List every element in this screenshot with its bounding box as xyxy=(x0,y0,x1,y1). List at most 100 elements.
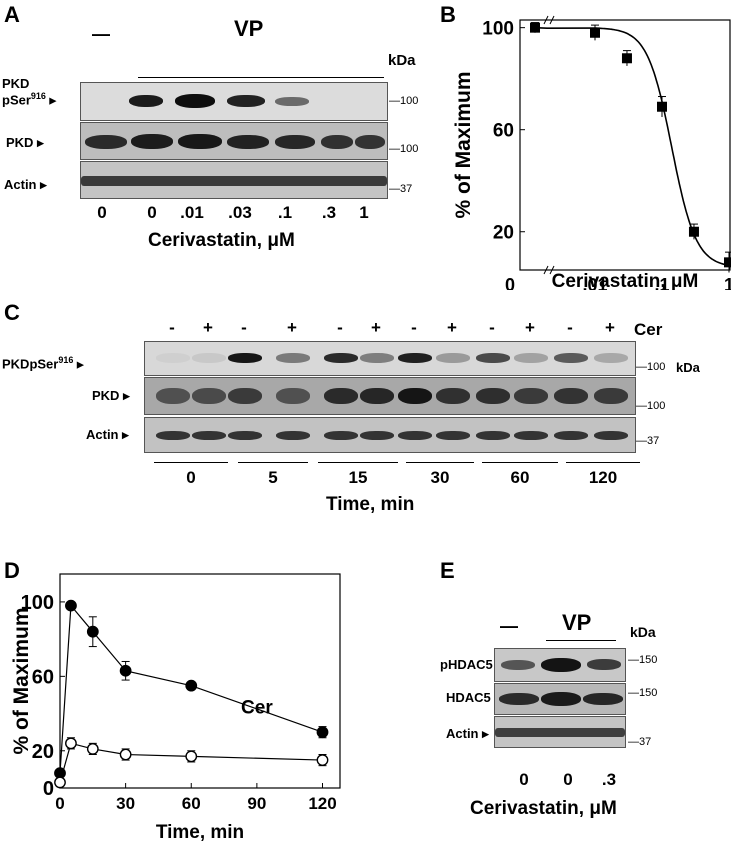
chart-b-point xyxy=(590,27,600,38)
e-lane-label: .3 xyxy=(601,770,617,789)
e-vp-line xyxy=(546,640,616,641)
e-blot-phdac5 xyxy=(494,648,626,682)
chart-b-fit-curve xyxy=(534,26,730,267)
chart-b-point xyxy=(688,226,699,237)
c-time-label: 30 xyxy=(430,468,450,487)
c-marker-1: —100 xyxy=(636,361,666,373)
a-marker-3: —37 xyxy=(389,183,413,195)
e-vp-label: VP xyxy=(562,610,592,635)
c-time-group-line xyxy=(154,462,228,463)
a-marker-1: —100 xyxy=(389,95,419,107)
c-kda: kDa xyxy=(676,360,700,375)
c-sign: - xyxy=(169,318,175,337)
a-lane-label: 1 xyxy=(359,203,369,222)
chart-b-ytick-label: 20 xyxy=(493,223,514,244)
c-time-label: 120 xyxy=(588,468,618,487)
c-blot-pkd-phospho xyxy=(144,341,636,376)
chart-b-axis-break xyxy=(549,15,555,25)
c-time-label: 0 xyxy=(186,468,196,487)
c-xlabel: Time, min xyxy=(326,494,415,515)
a-xlabel: Cerivastatin, μM xyxy=(148,230,295,251)
a-lane-label: 0 xyxy=(97,203,107,222)
chart-b-point xyxy=(657,101,667,112)
e-label-hdac5: HDAC5 ▸ xyxy=(446,690,501,705)
c-time-label: 60 xyxy=(510,468,530,487)
panel-letter-d: D xyxy=(4,558,20,583)
chart-d-xtick-label: 90 xyxy=(247,794,266,813)
chart-d-point xyxy=(65,737,77,750)
e-kda-header: kDa xyxy=(630,624,656,640)
chart-b-xtick-label: 0 xyxy=(505,275,515,290)
chart-b-point xyxy=(530,22,540,33)
chart-d-point xyxy=(119,748,132,761)
chart-d-xtick-label: 30 xyxy=(116,794,135,813)
chart-b-xtick-label: .01 xyxy=(582,275,607,290)
chart-d-point xyxy=(185,679,198,692)
c-sign: + xyxy=(447,318,457,337)
a-label-actin: Actin ▸ xyxy=(4,177,47,192)
c-label-pkd: PKD ▸ xyxy=(92,388,130,403)
c-time-group-line xyxy=(482,462,558,463)
c-sign: + xyxy=(525,318,535,337)
chart-d-point xyxy=(119,664,132,677)
e-label-actin: Actin ▸ xyxy=(446,726,489,741)
a-lane-label: .03 xyxy=(228,203,252,222)
chart-d-frame xyxy=(59,573,341,789)
e-lane-label: 0 xyxy=(563,770,573,789)
a-label-pkd: PKD ▸ xyxy=(6,135,44,150)
c-sign: - xyxy=(411,318,417,337)
chart-b-axis-break xyxy=(543,265,549,275)
c-sign: - xyxy=(337,318,343,337)
c-sign: + xyxy=(605,318,615,337)
chart-b-xlabel: Cerivastatin, μM xyxy=(552,271,699,290)
chart-d-ytick-label: 20 xyxy=(32,741,54,763)
chart-b-xtick-label: 1 xyxy=(724,275,731,290)
c-time-group-line xyxy=(318,462,398,463)
chart-d-point xyxy=(65,599,77,612)
chart-d-point xyxy=(54,776,66,789)
e-blot-hdac5 xyxy=(494,683,626,715)
c-sign: - xyxy=(567,318,573,337)
chart-d-point xyxy=(185,750,198,763)
c-sign: - xyxy=(489,318,495,337)
chart-b-point xyxy=(724,257,731,268)
chart-d-ytick-label: 60 xyxy=(32,666,54,688)
e-marker-2: —150 xyxy=(628,687,658,699)
a-blot-pkd xyxy=(80,122,388,160)
panel-letter-a: A xyxy=(4,2,20,27)
chart-b-ytick-label: 100 xyxy=(482,19,514,40)
chart-d-series-label: Cer xyxy=(241,698,273,719)
a-lane-label: .3 xyxy=(321,203,337,222)
chart-d-xtick-label: 120 xyxy=(308,794,336,813)
chart-d-ytick-label: 0 xyxy=(43,778,54,800)
e-marker-3: —37 xyxy=(628,736,652,748)
chart-d-xtick-label: 0 xyxy=(55,794,64,813)
c-marker-2: —100 xyxy=(636,400,666,412)
e-blot-actin xyxy=(494,716,626,748)
chart-b-axis-break xyxy=(543,15,549,25)
c-cer-label: Cer xyxy=(634,320,663,339)
chart-b-point xyxy=(621,53,632,64)
chart-d-series-line xyxy=(59,604,323,774)
chart-d-series-line xyxy=(59,742,323,783)
a-blot-actin xyxy=(80,161,388,199)
panel-letter-c: C xyxy=(4,300,20,325)
c-label-actin: Actin ▸ xyxy=(86,427,129,442)
a-lane-label: .1 xyxy=(277,203,293,222)
e-marker-1: —150 xyxy=(628,654,658,666)
a-control-dash: — xyxy=(92,24,110,44)
chart-d-ylabel: % of Maximum xyxy=(10,607,33,754)
chart-d: 0 20 60 100 0 30 60 90 120 Time, min % of Maximum C… xyxy=(10,573,341,843)
c-time-group-line xyxy=(406,462,474,463)
c-blot-actin xyxy=(144,417,636,453)
a-lane-label: .01 xyxy=(180,203,204,222)
c-sign: + xyxy=(203,318,213,337)
chart-d-point xyxy=(86,625,99,638)
a-blot-pkd-phospho xyxy=(80,82,388,121)
c-sign: - xyxy=(241,318,247,337)
chart-b-axis-break xyxy=(549,265,555,275)
e-xlabel: Cerivastatin, μM xyxy=(470,798,617,819)
a-vp-label: VP xyxy=(234,16,264,41)
a-lane-label: 0 xyxy=(147,203,157,222)
c-sign: + xyxy=(287,318,297,337)
